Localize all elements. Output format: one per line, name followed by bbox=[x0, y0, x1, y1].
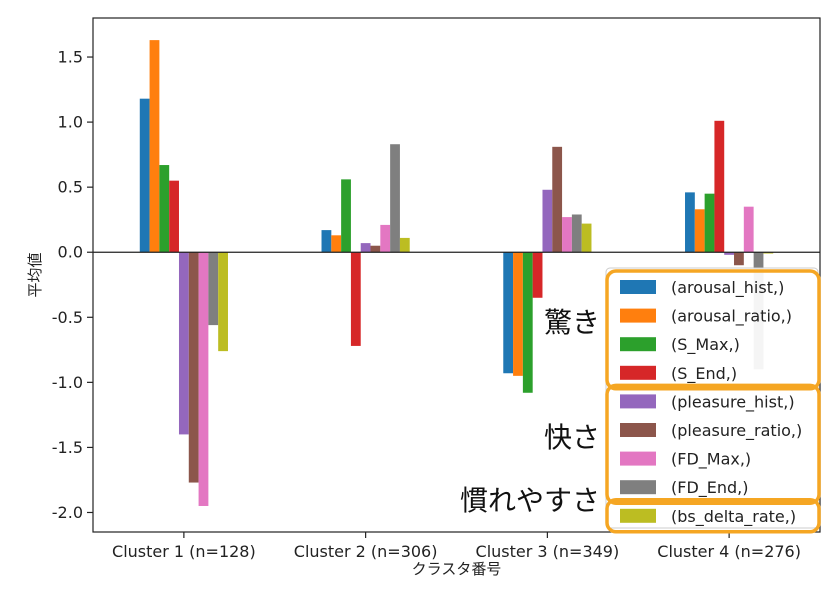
group-box bbox=[605, 383, 821, 505]
legend-swatch bbox=[620, 508, 656, 523]
bar-s3-c2 bbox=[532, 252, 543, 298]
legend-entry-label: (S_End,) bbox=[671, 364, 737, 384]
bars-layer bbox=[139, 40, 774, 506]
bar-s8-c1 bbox=[399, 237, 410, 253]
legend-entry-label: (arousal_ratio,) bbox=[671, 307, 792, 327]
group-label: 慣れやすさ bbox=[460, 484, 600, 517]
bar-s8-c0 bbox=[218, 252, 228, 352]
bar-s0-c1 bbox=[321, 230, 332, 253]
bar-s6-c2 bbox=[562, 217, 572, 253]
legend-entry-label: (FD_End,) bbox=[671, 478, 749, 498]
bar-s3-c0 bbox=[169, 180, 179, 253]
x-tick-label: Cluster 2 (n=306) bbox=[294, 542, 438, 561]
bar-s0-c2 bbox=[503, 252, 514, 374]
bar-s1-c1 bbox=[331, 235, 342, 253]
bar-s7-c0 bbox=[208, 252, 219, 326]
legend-swatch bbox=[620, 337, 656, 352]
group-box bbox=[605, 498, 821, 534]
group-box bbox=[605, 269, 821, 391]
axes-layer: 1.5 1.0 0.5 0.0 -0.5 -1.0 -1.5 -2.0 Cluster 1 (n… bbox=[26, 17, 821, 578]
y-tick-label: 1.5 bbox=[58, 48, 83, 67]
legend-swatch bbox=[620, 480, 656, 495]
bar-s6-c0 bbox=[198, 252, 209, 506]
legend-swatch bbox=[620, 280, 656, 294]
y-tick-label: 1.0 bbox=[58, 113, 83, 132]
x-axis-label: クラスタ番号 bbox=[412, 560, 502, 578]
legend-entry-label: (pleasure_hist,) bbox=[671, 392, 795, 412]
y-tick-label: -2.0 bbox=[52, 503, 83, 522]
bar-s7-c2 bbox=[571, 214, 582, 253]
bar-s4-c0 bbox=[178, 252, 189, 435]
legend-entry-label: (arousal_hist,) bbox=[671, 278, 784, 298]
bar-s0-c0 bbox=[139, 98, 150, 253]
y-axis-label: 平均値 bbox=[26, 252, 44, 297]
bar-s1-c2 bbox=[513, 252, 523, 376]
legend-swatch bbox=[620, 451, 656, 466]
bar-s4-c2 bbox=[542, 189, 553, 253]
bar-s2-c0 bbox=[159, 165, 170, 253]
group-label: 驚き bbox=[544, 306, 600, 339]
bar-s2-c3 bbox=[704, 193, 715, 253]
legend-entry-label: (FD_Max,) bbox=[671, 450, 751, 470]
bar-s3-c3 bbox=[714, 120, 725, 253]
legend-swatch bbox=[620, 308, 656, 323]
legend-entry-label: (pleasure_ratio,) bbox=[671, 421, 802, 441]
legend-swatch bbox=[620, 394, 656, 409]
bar-s4-c3 bbox=[724, 252, 735, 255]
legend-entry-label: (bs_delta_rate,) bbox=[671, 507, 796, 527]
bar-s1-c3 bbox=[694, 209, 705, 253]
y-tick-label: -1.5 bbox=[52, 438, 83, 457]
bar-s2-c2 bbox=[522, 252, 533, 393]
x-tick-label: Cluster 4 (n=276) bbox=[657, 542, 801, 561]
bar-s6-c1 bbox=[380, 224, 391, 253]
x-tick-label: Cluster 3 (n=349) bbox=[476, 542, 620, 561]
group-label: 快さ bbox=[544, 421, 600, 454]
bar-s8-c2 bbox=[581, 223, 592, 253]
bar-s2-c1 bbox=[341, 179, 351, 253]
legend-swatch bbox=[620, 423, 656, 437]
bar-s5-c0 bbox=[188, 252, 199, 483]
bar-s3-c1 bbox=[350, 252, 361, 346]
bar-s1-c0 bbox=[149, 40, 160, 253]
bar-s0-c3 bbox=[685, 192, 695, 253]
bar-s8-c3 bbox=[763, 252, 774, 254]
bar-s7-c1 bbox=[390, 144, 400, 253]
bar-s4-c1 bbox=[360, 243, 371, 253]
x-tick-label: Cluster 1 (n=128) bbox=[112, 542, 256, 561]
y-tick-label: 0.0 bbox=[58, 243, 83, 262]
plot-frame bbox=[92, 17, 821, 533]
y-tick-label: -0.5 bbox=[52, 308, 83, 327]
legend-swatch bbox=[620, 365, 656, 380]
bar-s6-c3 bbox=[743, 206, 754, 253]
bar-s5-c3 bbox=[734, 252, 744, 266]
legend-entry-label: (S_Max,) bbox=[671, 335, 740, 355]
y-tick-label: -1.0 bbox=[52, 373, 83, 392]
y-tick-label: 0.5 bbox=[58, 178, 83, 197]
legend: (arousal_hist,) (arousal_ratio,) (S_Max,) (… bbox=[605, 267, 819, 529]
bar-s5-c2 bbox=[552, 146, 563, 253]
bar-s5-c1 bbox=[370, 245, 381, 253]
